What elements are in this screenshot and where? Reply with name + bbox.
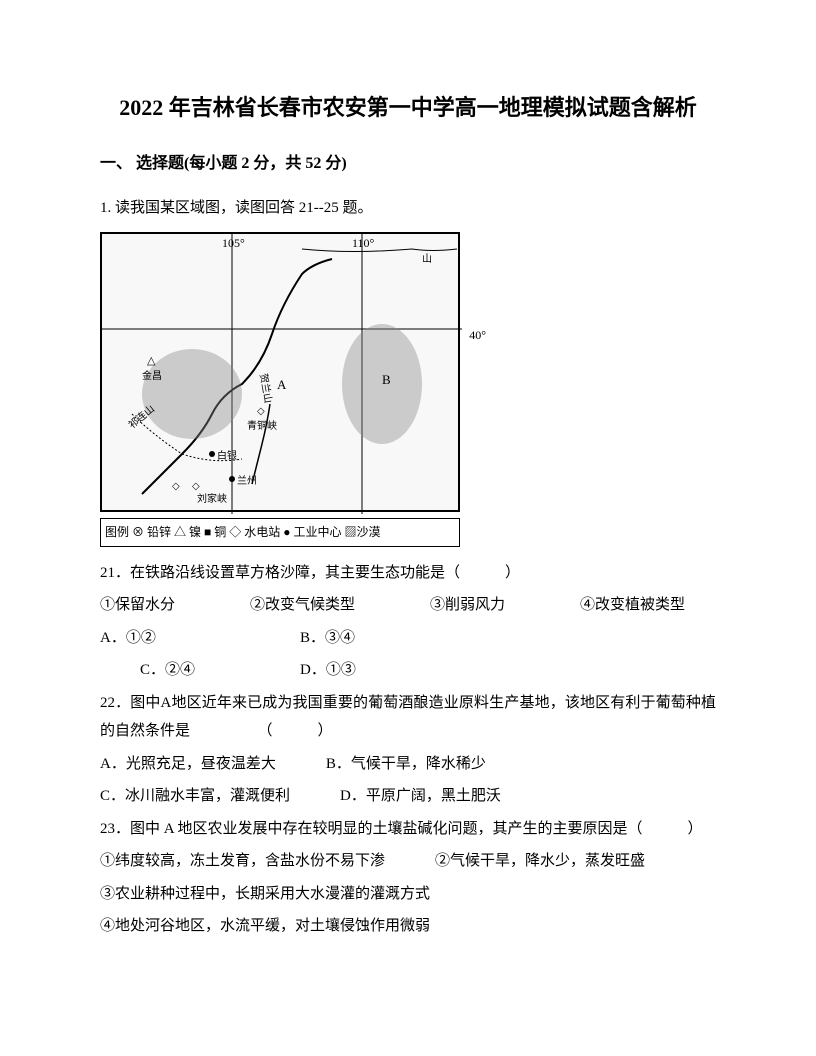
q21-opt-b: B．③④	[300, 624, 480, 653]
svg-text:山: 山	[422, 253, 432, 265]
svg-text:A: A	[277, 377, 287, 392]
svg-text:青铜峡: 青铜峡	[247, 419, 277, 432]
svg-text:◇: ◇	[257, 406, 265, 417]
q23-text: 23．图中 A 地区农业发展中存在较明显的土壤盐碱化问题，其产生的主要原因是（ …	[100, 815, 716, 844]
map-svg: A B △ 金昌 祁连山 贺兰山 白银 兰州 刘家峡 ◇ ◇ 青铜峡 ◇ 山	[102, 234, 462, 514]
svg-text:兰州: 兰州	[237, 474, 257, 487]
q21-opt-d: D．①③	[300, 656, 480, 685]
q21-numbered-options: ①保留水分 ②改变气候类型 ③削弱风力 ④改变植被类型	[100, 591, 716, 620]
map-figure: 105° 110° 40° A B △ 金昌 祁连山 贺兰山 白银 兰州 刘家峡…	[100, 232, 460, 512]
q22-text: 22．图中A地区近年来已成为我国重要的葡萄酒酿造业原料生产基地，该地区有利于葡萄…	[100, 689, 716, 746]
q21-text: 21．在铁路沿线设置草方格沙障，其主要生态功能是（ ）	[100, 559, 716, 588]
q22-opt-d: D．平原广阔，黑土肥沃	[340, 782, 501, 811]
question-intro: 1. 读我国某区域图，读图回答 21--25 题。	[100, 194, 716, 223]
svg-text:白银: 白银	[217, 449, 237, 462]
svg-text:△: △	[147, 355, 156, 367]
page-title: 2022 年吉林省长春市农安第一中学高一地理模拟试题含解析	[100, 90, 716, 125]
map-legend: 图例 ⊗ 铅锌 △ 镍 ■ 铜 ◇ 水电站 ● 工业中心 ▨沙漠	[100, 518, 460, 547]
q23-num1: ①纬度较高，冻土发育，含盐水份不易下渗	[100, 847, 385, 876]
q21-options-row1: A．①② B．③④	[100, 624, 716, 653]
q21-num2: ②改变气候类型	[250, 591, 430, 620]
svg-text:刘家峡: 刘家峡	[197, 492, 227, 505]
svg-text:金昌: 金昌	[142, 369, 162, 382]
q22-options-row1: A．光照充足，昼夜温差大 B．气候干旱，降水稀少	[100, 750, 716, 779]
q23-num3: ③农业耕种过程中，长期采用大水漫灌的灌溉方式	[100, 880, 716, 909]
svg-text:◇: ◇	[172, 481, 180, 492]
q21-opt-a: A．①②	[100, 624, 300, 653]
q22-options-row2: C．冰川融水丰富，灌溉便利 D．平原广阔，黑土肥沃	[100, 782, 716, 811]
q21-num4: ④改变植被类型	[580, 591, 710, 620]
q23-nums-row1: ①纬度较高，冻土发育，含盐水份不易下渗 ②气候干旱，降水少，蒸发旺盛	[100, 847, 716, 876]
q22-opt-a: A．光照充足，昼夜温差大	[100, 750, 276, 779]
lat-label: 40°	[469, 324, 486, 347]
svg-text:贺兰山: 贺兰山	[257, 372, 275, 404]
lon-label-1: 105°	[222, 232, 245, 255]
q22-opt-b: B．气候干旱，降水稀少	[326, 750, 486, 779]
q21-options-row2: C．②④ D．①③	[100, 656, 716, 685]
q23-num2: ②气候干旱，降水少，蒸发旺盛	[435, 847, 645, 876]
lon-label-2: 110°	[352, 232, 374, 255]
q21-num3: ③削弱风力	[430, 591, 580, 620]
q21-num1: ①保留水分	[100, 591, 250, 620]
q22-opt-c: C．冰川融水丰富，灌溉便利	[100, 782, 290, 811]
svg-text:◇: ◇	[192, 481, 200, 492]
section-header: 一、 选择题(每小题 2 分，共 52 分)	[100, 149, 716, 179]
q21-opt-c: C．②④	[100, 656, 300, 685]
svg-text:B: B	[382, 372, 391, 387]
q23-num4: ④地处河谷地区，水流平缓，对土壤侵蚀作用微弱	[100, 912, 716, 941]
